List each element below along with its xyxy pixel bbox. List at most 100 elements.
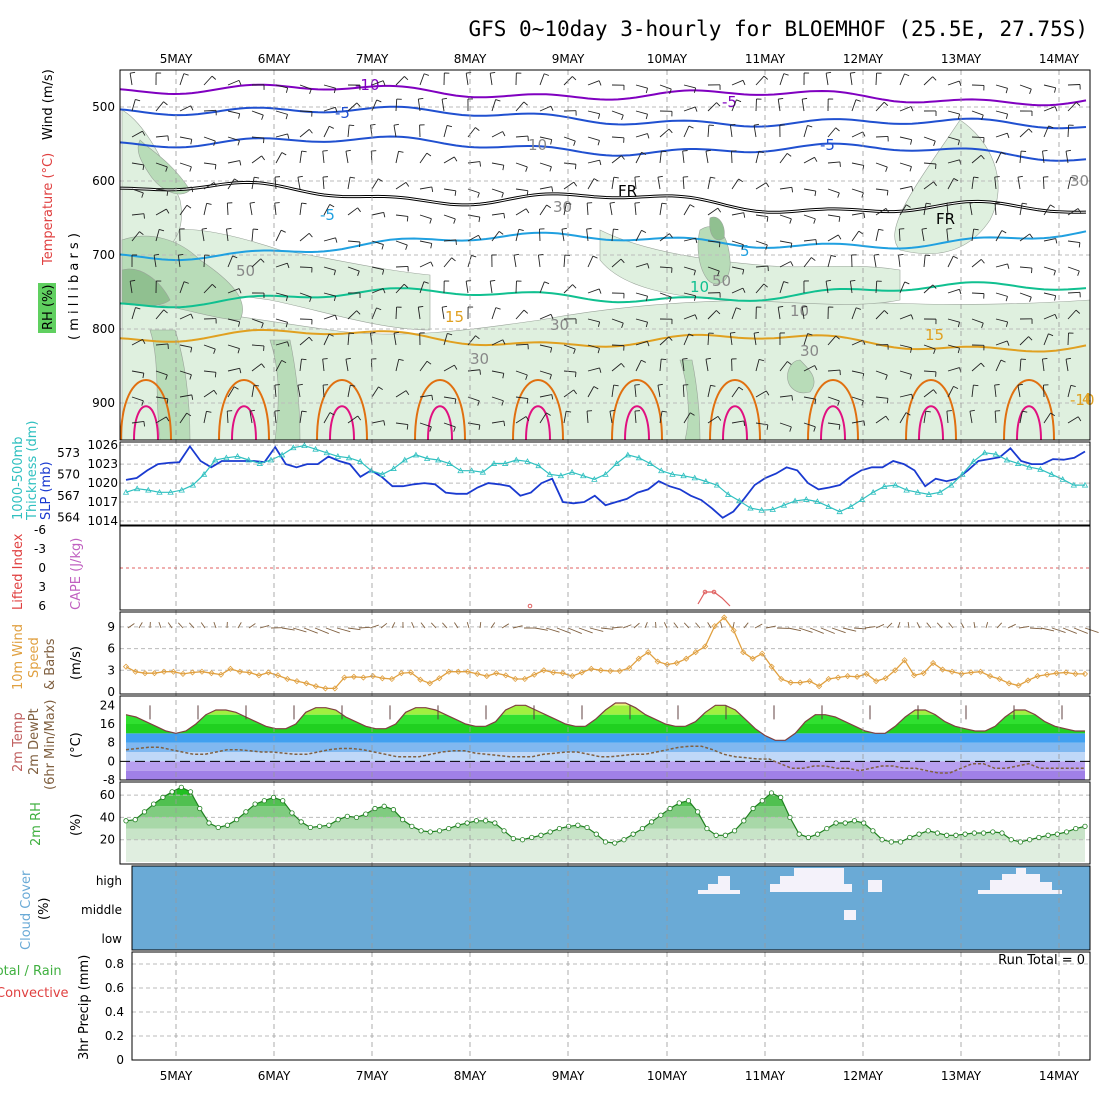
rh-marker bbox=[455, 822, 461, 828]
wind-barb-flag bbox=[287, 341, 290, 347]
thickness-marker bbox=[122, 488, 130, 495]
wind10m-barb bbox=[420, 622, 426, 629]
wind-barb bbox=[203, 344, 216, 350]
wind10m-barb bbox=[391, 622, 396, 629]
wind-barb bbox=[729, 333, 733, 346]
wind-barb-flag bbox=[370, 124, 376, 126]
wind-barb-flag bbox=[503, 213, 506, 219]
wind-barb bbox=[251, 177, 255, 190]
thickness-marker bbox=[747, 504, 754, 511]
wind-barb-flag bbox=[357, 207, 361, 213]
contour-label: -5 bbox=[320, 206, 335, 224]
temperature-contour-25 bbox=[133, 405, 159, 441]
thickness-marker bbox=[356, 458, 364, 464]
wind-barb-flag bbox=[1028, 336, 1033, 341]
wind-barb bbox=[203, 370, 216, 373]
wind-speed-marker bbox=[569, 673, 576, 680]
wind10m-barb bbox=[787, 627, 802, 632]
wind-barb-flag bbox=[518, 228, 524, 231]
wind-barb-flag bbox=[546, 412, 551, 416]
rh-marker bbox=[317, 823, 323, 829]
wind-barb bbox=[969, 203, 973, 216]
wind-barb-flag bbox=[933, 389, 937, 394]
wind-barb bbox=[131, 162, 144, 166]
rh-marker bbox=[187, 789, 194, 795]
wind-speed-marker bbox=[160, 668, 168, 675]
rh-marker bbox=[446, 825, 452, 832]
wind-barb-flag bbox=[730, 331, 736, 334]
wind-barb bbox=[155, 309, 165, 320]
wind-barb-flag bbox=[405, 244, 408, 250]
wind-barb-flag bbox=[334, 107, 338, 113]
wind-barb-flag bbox=[1075, 101, 1081, 107]
thickness-marker bbox=[412, 451, 420, 458]
wind-speed-marker bbox=[198, 668, 206, 675]
slp-line bbox=[125, 444, 1086, 519]
wind-barb-flag bbox=[403, 283, 409, 288]
wind-barb-flag bbox=[1007, 263, 1010, 269]
wind-barb-flag bbox=[334, 314, 338, 320]
thickness-marker bbox=[959, 470, 966, 477]
wind-barb bbox=[899, 162, 912, 167]
wind-barb-flag bbox=[378, 386, 383, 390]
rh-marker bbox=[750, 805, 756, 812]
wind-barb-flag bbox=[572, 284, 577, 289]
wind10m-barb bbox=[490, 622, 496, 629]
lifted-index-line bbox=[697, 591, 731, 607]
wind-barb bbox=[755, 283, 765, 294]
wind-barb-flag bbox=[206, 202, 212, 205]
wind-barb bbox=[947, 136, 960, 141]
axis-label-rh: RH (%) bbox=[41, 285, 56, 330]
wind-barb bbox=[1067, 208, 1079, 216]
wind-barb bbox=[203, 75, 213, 86]
wind-speed-marker bbox=[132, 668, 139, 675]
thickness-marker bbox=[635, 454, 643, 461]
thickness-marker bbox=[858, 496, 866, 502]
wind-barb-flag bbox=[980, 259, 985, 264]
wind-barb-flag bbox=[814, 365, 818, 371]
wind-barb-flag bbox=[213, 140, 216, 146]
pressure-tick-label: 900 bbox=[92, 396, 115, 410]
wind-barb-flag bbox=[873, 253, 879, 256]
thickness-marker bbox=[446, 460, 453, 466]
wind-barb bbox=[994, 203, 997, 216]
wind-speed-marker bbox=[949, 668, 956, 675]
wind-barb bbox=[827, 255, 832, 268]
wind-barb bbox=[203, 136, 216, 142]
wind-barb bbox=[971, 110, 984, 116]
wind-barb-flag bbox=[213, 182, 218, 187]
wind-barb-flag bbox=[297, 383, 303, 386]
wind10m-barb bbox=[663, 622, 668, 629]
wind10m-barb bbox=[200, 622, 206, 629]
wind-speed-marker bbox=[863, 670, 870, 677]
wind-barb-flag bbox=[586, 228, 592, 230]
wind-barb bbox=[491, 231, 500, 242]
wind-barb-flag bbox=[333, 270, 336, 276]
wind-barb-flag bbox=[621, 114, 624, 120]
contour-label: FR bbox=[936, 210, 955, 228]
thickness-marker bbox=[156, 488, 163, 495]
wind-barb-flag bbox=[1005, 113, 1009, 120]
wind-barb bbox=[563, 162, 576, 165]
rh-marker bbox=[805, 834, 811, 841]
cloud-block bbox=[730, 890, 740, 894]
wind-barb-flag bbox=[787, 361, 792, 365]
wind-barb bbox=[707, 240, 720, 243]
wind-barb-flag bbox=[186, 204, 192, 209]
wind-barb bbox=[971, 177, 974, 190]
wind-barb-flag bbox=[189, 166, 192, 172]
wind-barb bbox=[539, 136, 552, 140]
wind-barb bbox=[875, 188, 888, 191]
wind-barb-flag bbox=[973, 228, 979, 231]
rh-marker bbox=[990, 829, 996, 835]
date-gridlines bbox=[175, 70, 1060, 1060]
thickness-marker bbox=[669, 470, 676, 477]
wind-barb-flag bbox=[214, 164, 217, 170]
slp-tick-label: 1017 bbox=[87, 495, 118, 509]
rh-shade-area bbox=[137, 139, 191, 195]
wind-barb bbox=[755, 151, 760, 164]
wind-barb-flag bbox=[835, 335, 840, 340]
thickness-marker bbox=[1003, 456, 1011, 463]
wind-barb-flag bbox=[741, 244, 744, 250]
